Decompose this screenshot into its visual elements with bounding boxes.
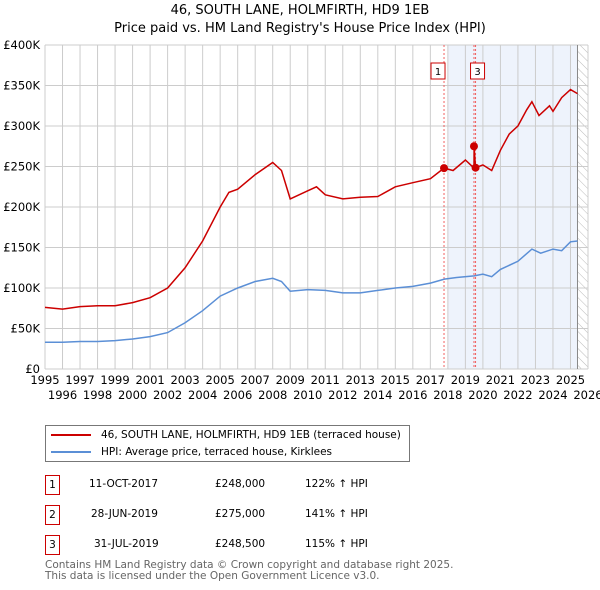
x-tick-label: 2019	[451, 373, 480, 387]
y-tick-label: £250K	[3, 160, 40, 174]
x-tick-label: 2014	[363, 388, 392, 402]
x-tick-label: 2021	[486, 373, 515, 387]
sale-label-box	[470, 62, 486, 80]
price-chart: £0 £50K £100K £150K £200K £250K £300K £350K £400…	[3, 38, 600, 402]
hpi-line	[45, 240, 578, 344]
sale-label-box	[430, 62, 446, 80]
x-tick-label: 2012	[328, 388, 357, 402]
x-tick-label: 2018	[433, 388, 462, 402]
sale-row: 3 31-JUL-2019 £248,500 115% ↑ HPI	[45, 535, 445, 555]
x-tick-label: 2023	[521, 373, 550, 387]
sale-date: 28-JUN-2019	[91, 508, 158, 520]
sale-hpi: 122% ↑ HPI	[305, 478, 368, 490]
footer-copyright: Contains HM Land Registry data © Crown c…	[45, 559, 454, 571]
x-tick-label: 2013	[346, 373, 375, 387]
x-tick-label: 2016	[398, 388, 427, 402]
y-tick-label: £150K	[3, 241, 40, 255]
legend-blue-swatch	[51, 451, 91, 453]
chart-subtitle: Price paid vs. HM Land Registry's House …	[114, 21, 486, 36]
legend-hpi: HPI: Average price, terraced house, Kirk…	[101, 446, 333, 458]
sale-marker: 2	[45, 505, 60, 525]
sale-row: 1 11-OCT-2017 £248,000 122% ↑ HPI	[45, 475, 445, 495]
x-tick-label: 2015	[381, 373, 410, 387]
x-tick-label: 2024	[538, 388, 567, 402]
footer: Contains HM Land Registry data © Crown c…	[45, 560, 453, 582]
property-price-line	[44, 88, 578, 310]
y-tick-label: £350K	[3, 79, 40, 93]
y-tick-label: £400K	[3, 38, 40, 52]
x-tick-label: 2009	[276, 373, 305, 387]
sale-row: 2 28-JUN-2019 £275,000 141% ↑ HPI	[45, 505, 445, 525]
x-tick-label: 1997	[65, 373, 94, 387]
x-tick-label: 2026	[573, 388, 600, 402]
chart-title: 46, SOUTH LANE, HOLMFIRTH, HD9 1EB	[170, 3, 430, 18]
legend: 46, SOUTH LANE, HOLMFIRTH, HD9 1EB (terr…	[45, 425, 410, 462]
sale-marker: 1	[45, 475, 60, 495]
sale-label: 3	[474, 67, 480, 78]
x-tick-label: 2007	[241, 373, 270, 387]
sale-price: £275,000	[215, 508, 266, 520]
x-tick-label: 2025	[556, 373, 585, 387]
sale-point	[469, 142, 478, 151]
sale-date: 31-JUL-2019	[94, 538, 159, 550]
sale-price: £248,000	[215, 478, 266, 490]
x-tick-label: 2010	[293, 388, 322, 402]
y-tick-label: £100K	[3, 281, 40, 295]
y-tick-label: £200K	[3, 200, 40, 214]
legend-property: 46, SOUTH LANE, HOLMFIRTH, HD9 1EB (terr…	[101, 429, 401, 441]
sale-price: £248,500	[215, 538, 266, 550]
sale-point	[440, 164, 449, 173]
x-tick-label: 2011	[311, 373, 340, 387]
x-tick-label: 1995	[30, 373, 59, 387]
sale-hpi: 115% ↑ HPI	[305, 538, 368, 550]
sale-marker: 3	[45, 535, 60, 555]
sale-hpi: 141% ↑ HPI	[305, 508, 368, 520]
x-tick-label: 2001	[135, 373, 164, 387]
x-tick-label: 2002	[153, 388, 182, 402]
x-tick-label: 2006	[223, 388, 252, 402]
x-tick-label: 1998	[83, 388, 112, 402]
x-tick-label: 2003	[170, 373, 199, 387]
x-tick-label: 2000	[118, 388, 147, 402]
x-tick-label: 1999	[100, 373, 129, 387]
y-tick-label: £50K	[11, 322, 41, 336]
sale-label: 1	[435, 67, 441, 78]
x-tick-label: 2017	[416, 373, 445, 387]
x-tick-label: 1996	[48, 388, 77, 402]
y-tick-label: £300K	[3, 119, 40, 133]
x-tick-label: 2005	[206, 373, 235, 387]
x-tick-label: 2008	[258, 388, 287, 402]
footer-licence: This data is licensed under the Open Gov…	[45, 570, 380, 582]
x-tick-label: 2004	[188, 388, 217, 402]
y-tick-label: £0	[25, 362, 40, 376]
x-tick-label: 2022	[503, 388, 532, 402]
legend-red-swatch	[51, 434, 91, 436]
sale-point	[471, 163, 480, 172]
x-tick-label: 2020	[468, 388, 497, 402]
sale-date: 11-OCT-2017	[89, 478, 158, 490]
